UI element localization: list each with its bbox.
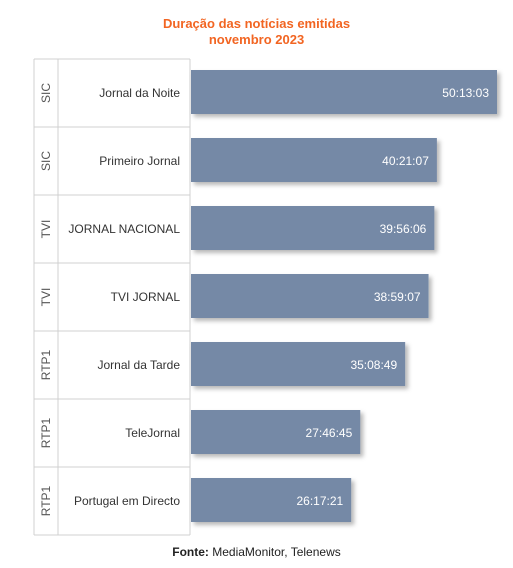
channel-label: TVI [39, 288, 53, 307]
channel-label: SIC [39, 83, 53, 103]
bar [191, 138, 437, 182]
bar [191, 410, 361, 454]
channel-label: RTP1 [39, 485, 53, 516]
bar-value-label: 50:13:03 [442, 86, 489, 100]
program-label: JORNAL NACIONAL [68, 222, 180, 236]
bar-value-label: 38:59:07 [374, 290, 421, 304]
bar-value-label: 40:21:07 [382, 154, 429, 168]
bar [191, 70, 497, 114]
program-label: Primeiro Jornal [99, 154, 180, 168]
bar [191, 274, 429, 318]
channel-label: SIC [39, 151, 53, 171]
chart-title: Duração das notícias emitidas [162, 16, 351, 31]
bar-value-label: 27:46:45 [306, 426, 353, 440]
bar [191, 478, 352, 522]
program-label: TVI JORNAL [111, 290, 181, 304]
bar-value-label: 39:56:06 [380, 222, 427, 236]
program-label: Jornal da Noite [99, 86, 180, 100]
channel-label: RTP1 [39, 417, 53, 448]
source-prefix: Fonte: [172, 545, 209, 559]
source-text: MediaMonitor, Telenews [212, 545, 341, 559]
bar-value-label: 26:17:21 [296, 494, 343, 508]
source-note: Fonte: MediaMonitor, Telenews [0, 545, 513, 559]
bar [191, 342, 406, 386]
channel-label: TVI [39, 220, 53, 239]
bar-chart: SIC Jornal da Noite 50:13:03 SIC Primeiro Jo… [33, 58, 497, 536]
program-label: TeleJornal [125, 426, 180, 440]
program-label: Portugal em Directo [74, 494, 180, 508]
chart-subtitle: novembro 2023 [208, 32, 305, 47]
program-label: Jornal da Tarde [98, 358, 181, 372]
channel-label: RTP1 [39, 349, 53, 380]
bar-value-label: 35:08:49 [350, 358, 397, 372]
bar [191, 206, 435, 250]
